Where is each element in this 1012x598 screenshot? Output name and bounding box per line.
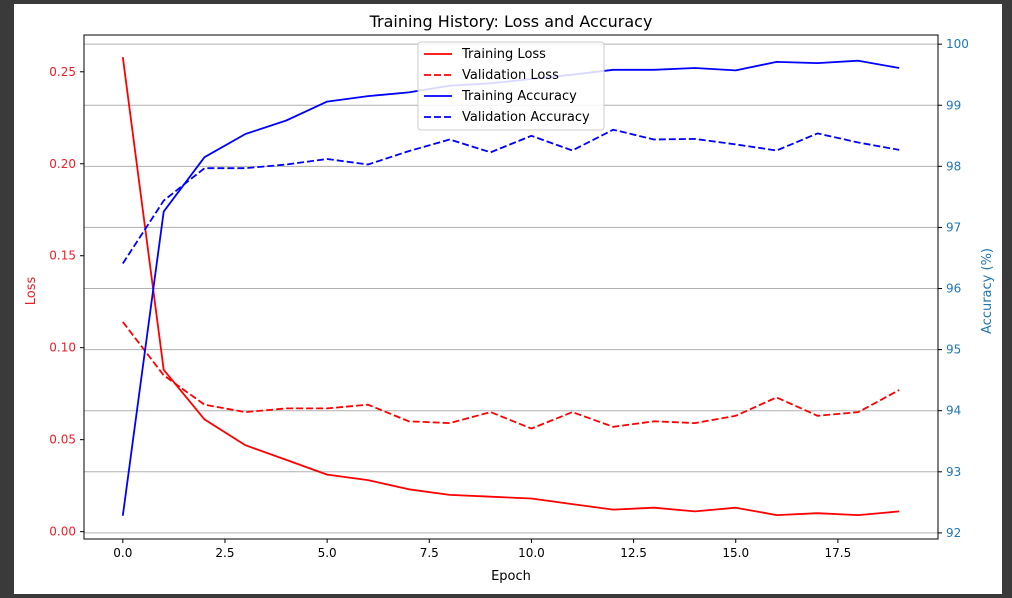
legend-label: Validation Loss: [462, 68, 559, 83]
right-y-tick-label: 97: [946, 220, 961, 234]
right-y-tick-label: 98: [946, 159, 961, 173]
x-tick-label: 2.5: [215, 546, 234, 560]
axes-frame: [83, 34, 939, 540]
right-y-tick-label: 94: [946, 404, 961, 418]
x-tick-label: 17.5: [825, 546, 852, 560]
right-y-tick-label: 100: [946, 37, 969, 51]
right-y-axis-label: Accuracy (%): [980, 248, 995, 334]
x-tick-label: 5.0: [318, 546, 337, 560]
left-y-tick-label: 0.25: [49, 65, 76, 79]
line-chart: 0.0 2.5 5.0 7.5 10.0 12.5 15.0 17.5 0.00 0.05 0.10…: [24, 12, 995, 584]
x-tick-label: 10.0: [518, 546, 545, 560]
legend-label: Validation Accuracy: [462, 110, 590, 125]
x-axis-label: Epoch: [491, 569, 531, 584]
right-y-tick-label: 99: [946, 98, 961, 112]
x-tick-label: 0.0: [113, 546, 132, 560]
right-y-tick-label: 95: [946, 343, 961, 357]
series-line-training-loss: [121, 56, 900, 517]
right-y-tick-label: 96: [946, 282, 961, 296]
legend-label: Training Loss: [461, 47, 546, 62]
right-y-tick-label: 92: [946, 526, 961, 540]
legend-label: Training Accuracy: [461, 89, 577, 104]
chart-title: Training History: Loss and Accuracy: [369, 12, 653, 31]
x-tick-label: 7.5: [420, 546, 439, 560]
left-y-tick-label: 0.00: [49, 525, 76, 539]
left-y-tick-label: 0.10: [49, 341, 76, 355]
series-line-validation-accuracy: [122, 128, 900, 264]
x-tick-label: 12.5: [620, 546, 647, 560]
series-line-validation-loss: [122, 321, 900, 430]
left-y-tick-label: 0.15: [49, 249, 76, 263]
legend: Training Loss Validation Loss Training Acc…: [417, 41, 605, 131]
ticks: 0.0 2.5 5.0 7.5 10.0 12.5 15.0 17.5 0.00 0.05 0.10…: [49, 37, 969, 560]
x-tick-label: 15.0: [722, 546, 749, 560]
figure-canvas: 0.0 2.5 5.0 7.5 10.0 12.5 15.0 17.5 0.00 0.05 0.10…: [14, 4, 1002, 594]
left-y-tick-label: 0.05: [49, 433, 76, 447]
left-y-axis-label: Loss: [24, 277, 39, 306]
right-y-tick-label: 93: [946, 465, 961, 479]
left-y-tick-label: 0.20: [49, 157, 76, 171]
legend-box: [417, 41, 605, 131]
